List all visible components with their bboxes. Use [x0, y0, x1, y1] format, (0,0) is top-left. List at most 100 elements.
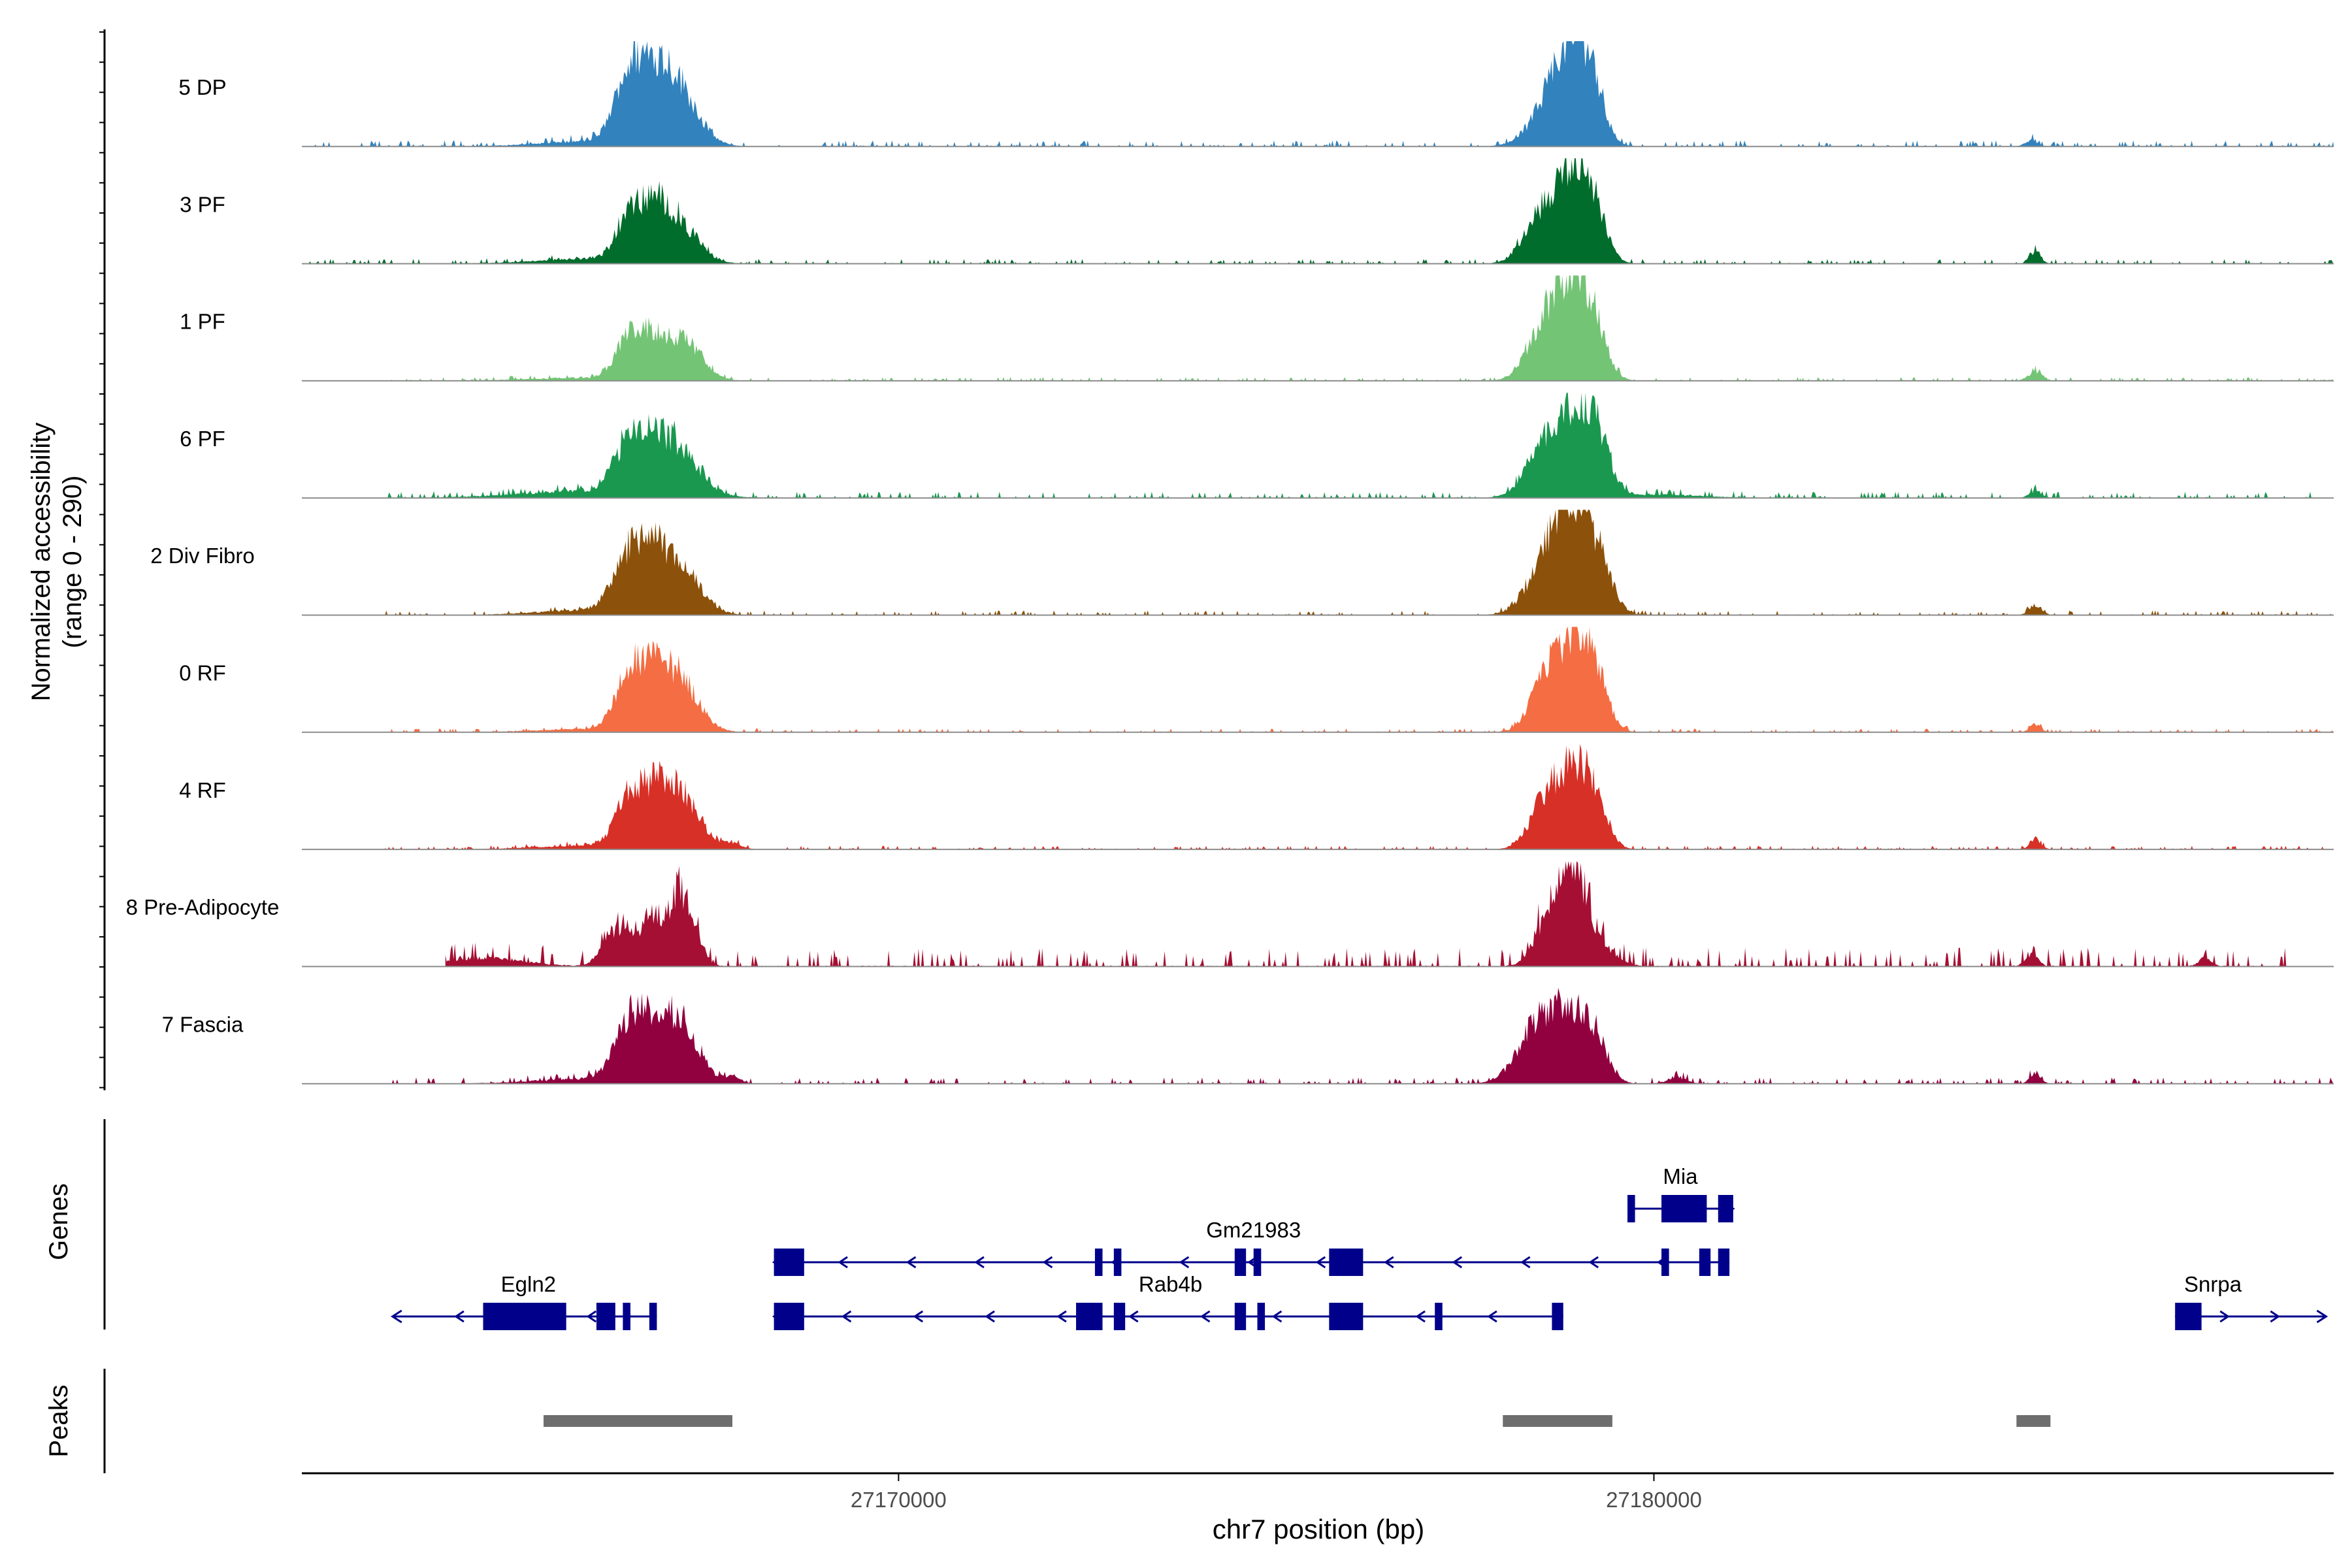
- y-axis-title-line1: Normalized accessibility: [27, 423, 56, 702]
- peak-region: [1503, 1415, 1612, 1427]
- strand-arrow: [1384, 1256, 1394, 1269]
- gene-exon: [1718, 1195, 1733, 1222]
- strand-arrow: [1487, 1310, 1497, 1323]
- gene-exon: [1718, 1249, 1730, 1276]
- strand-arrow: [974, 1256, 985, 1269]
- gene-exon: [1257, 1303, 1266, 1330]
- gene-exon: [1627, 1195, 1635, 1222]
- strand-arrow: [1056, 1310, 1067, 1323]
- gene-label: Snrpa: [2184, 1272, 2242, 1296]
- gene-exon: [623, 1303, 630, 1330]
- coverage-area: [385, 510, 2334, 615]
- coverage-area: [385, 392, 2334, 498]
- strand-arrow: [1520, 1256, 1531, 1269]
- strand-arrow: [841, 1310, 852, 1323]
- coverage-track-8-pre-adipocyte: 8 Pre-Adipocyte: [126, 861, 2334, 968]
- strand-arrow: [913, 1310, 924, 1323]
- gene-exon: [1661, 1195, 1707, 1222]
- strand-arrow: [1415, 1310, 1426, 1323]
- coverage-track-4-rf: 4 RF: [179, 743, 2334, 851]
- peaks-track: [543, 1415, 2051, 1427]
- strand-arrow-end: [2316, 1309, 2328, 1324]
- coverage-track-5-dp: 5 DP: [178, 41, 2334, 148]
- gene-exon: [1552, 1303, 1563, 1330]
- gene-exon: [1113, 1249, 1122, 1276]
- strand-arrow: [1315, 1256, 1326, 1269]
- x-tick-label: 27180000: [1606, 1488, 1702, 1512]
- coverage-track-1-pf: 1 PF: [180, 275, 2334, 382]
- strand-arrow: [1588, 1256, 1599, 1269]
- genes-track-title: Genes: [44, 1183, 73, 1260]
- gene-exon: [1329, 1249, 1364, 1276]
- gene-exon: [1329, 1303, 1364, 1330]
- strand-arrow: [985, 1310, 995, 1323]
- strand-arrow: [1042, 1256, 1053, 1269]
- gene-exon: [649, 1303, 657, 1330]
- gene-mia: Mia: [1627, 1164, 1735, 1222]
- gene-exon: [1113, 1303, 1126, 1330]
- track-label: 4 RF: [179, 778, 226, 802]
- track-label: 1 PF: [180, 310, 225, 334]
- gene-exon: [1234, 1303, 1247, 1330]
- gene-label: Gm21983: [1206, 1218, 1301, 1242]
- gene-exon: [1435, 1303, 1443, 1330]
- track-label: 3 PF: [180, 192, 225, 216]
- strand-arrow: [586, 1310, 597, 1323]
- strand-arrow: [1452, 1256, 1463, 1269]
- gene-annotation-track: Mia Gm21983 Egln2 Rab4b Snrpa: [390, 1164, 2328, 1330]
- coverage-area: [445, 861, 2289, 967]
- track-label: 8 Pre-Adipocyte: [126, 895, 280, 919]
- gene-label: Egln2: [501, 1272, 556, 1296]
- coverage-area: [385, 743, 2334, 850]
- strand-arrow: [2270, 1310, 2281, 1323]
- track-label: 6 PF: [180, 427, 225, 451]
- x-tick-label: 27170000: [851, 1488, 947, 1512]
- peak-region: [2016, 1415, 2051, 1427]
- gene-exon: [2175, 1303, 2202, 1330]
- gene-rab4b: Rab4b: [772, 1272, 1563, 1330]
- coverage-area: [302, 41, 2334, 147]
- peak-region: [543, 1415, 732, 1427]
- strand-arrow: [1128, 1310, 1139, 1323]
- coverage-track-7-fascia: 7 Fascia: [162, 987, 2334, 1085]
- coverage-track-3-pf: 3 PF: [180, 158, 2334, 265]
- y-axis-title-line2: (range 0 - 290): [58, 476, 87, 649]
- gene-exon: [774, 1249, 804, 1276]
- coverage-area: [302, 158, 2334, 264]
- coverage-track-0-rf: 0 RF: [179, 627, 2334, 733]
- gene-label: Rab4b: [1139, 1272, 1202, 1296]
- gene-gm21983: Gm21983: [772, 1218, 1730, 1276]
- strand-arrow: [1179, 1256, 1190, 1269]
- track-label: 5 DP: [178, 75, 226, 99]
- gene-exon: [1234, 1249, 1247, 1276]
- strand-arrow: [906, 1256, 917, 1269]
- gene-egln2: Egln2: [390, 1272, 657, 1330]
- strand-arrow: [454, 1310, 465, 1323]
- gene-exon: [1076, 1303, 1103, 1330]
- track-label: 0 RF: [179, 661, 226, 685]
- coverage-area: [385, 627, 2334, 732]
- track-label: 2 Div Fibro: [150, 544, 255, 568]
- coverage-track-2-div-fibro: 2 Div Fibro: [150, 510, 2334, 616]
- gene-exon: [596, 1303, 615, 1330]
- coverage-tracks: 5 DP 3 PF 1 PF 6 PF 2 Div Fibro 0 RF 4 RF 8 Pre…: [126, 41, 2334, 1085]
- gene-label: Mia: [1663, 1164, 1698, 1188]
- coverage-area: [385, 987, 2334, 1084]
- axes: 27170000 27180000: [99, 29, 2334, 1512]
- x-axis-title: chr7 position (bp): [1213, 1514, 1425, 1544]
- gene-exon: [774, 1303, 804, 1330]
- gene-exon: [1661, 1249, 1669, 1276]
- track-label: 7 Fascia: [162, 1012, 244, 1036]
- strand-arrow: [1200, 1310, 1211, 1323]
- gene-snrpa: Snrpa: [2175, 1272, 2328, 1330]
- coverage-track-6-pf: 6 PF: [180, 392, 2334, 499]
- gene-exon: [483, 1303, 566, 1330]
- gene-exon: [1699, 1249, 1711, 1276]
- strand-arrow: [838, 1256, 848, 1269]
- strand-arrow: [1271, 1310, 1282, 1323]
- coverage-area: [385, 275, 2334, 381]
- gene-exon: [1253, 1249, 1262, 1276]
- strand-arrow: [2219, 1310, 2230, 1323]
- peaks-track-title: Peaks: [44, 1384, 73, 1457]
